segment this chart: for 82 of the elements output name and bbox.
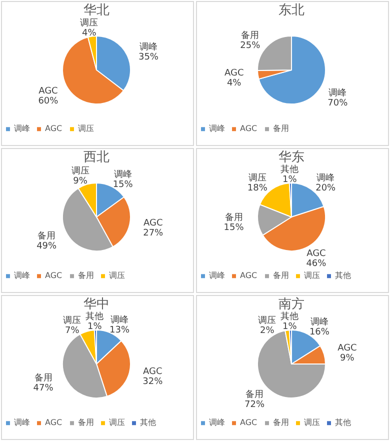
data-label: 32% (142, 376, 164, 387)
legend-label: 调峰 (209, 124, 225, 134)
slice-label: 调压 (258, 315, 276, 326)
pie-slice (258, 36, 326, 104)
data-label: 1% (282, 175, 298, 186)
slice-label: AGC (306, 248, 326, 259)
data-label: 70% (328, 98, 348, 109)
data-label: 4% (226, 78, 242, 88)
slice-label: AGC (143, 218, 163, 229)
data-label: 9% (73, 176, 88, 187)
data-label: 47% (33, 383, 54, 394)
legend-label: 备用 (273, 124, 289, 134)
data-label: 27% (143, 228, 164, 239)
slice-label: 调压 (63, 315, 82, 326)
data-label: 4% (82, 28, 97, 38)
legend-label: 调压 (78, 124, 94, 134)
slice-label: 备用 (34, 372, 52, 384)
slice-label: AGC (224, 68, 244, 78)
legend-label: 调峰 (14, 271, 30, 280)
legend-label: 备用 (78, 418, 94, 428)
data-label: 2% (260, 326, 275, 336)
data-label: 7% (65, 326, 80, 336)
data-label: 72% (244, 400, 265, 410)
legend-label: 调压 (304, 418, 320, 428)
legend-label: AGC (45, 418, 63, 428)
slice-label: AGC (38, 86, 58, 96)
data-label: 13% (110, 326, 130, 336)
legend-label: 调峰 (209, 418, 225, 428)
legend-label: 其他 (140, 418, 156, 428)
chart-title: 华中 (84, 297, 110, 312)
slice-label: 调压 (248, 172, 266, 184)
slice-label: 调峰 (328, 88, 347, 99)
slice-label: 备用 (38, 230, 56, 242)
legend-label: 调压 (109, 271, 125, 280)
legend-label: 调压 (304, 271, 320, 280)
legend-label: AGC (45, 124, 63, 134)
slice-label: 调峰 (114, 168, 132, 180)
slice-label: AGC (143, 366, 162, 377)
slice-label: 备用 (246, 388, 264, 400)
slice-label: 备用 (224, 212, 243, 224)
slice-label: 调峰 (310, 316, 328, 328)
data-label: 46% (306, 258, 327, 269)
data-label: 49% (36, 241, 58, 252)
legend-label: 调压 (109, 418, 125, 428)
data-label: 18% (247, 183, 268, 194)
data-label: 25% (240, 41, 261, 52)
legend-label: 调峰 (14, 418, 30, 428)
data-label: 16% (309, 327, 330, 338)
chart-title: 西北 (84, 150, 110, 165)
slice-label: AGC (338, 344, 357, 354)
data-label: 15% (112, 180, 134, 190)
chart-title: 东北 (278, 3, 304, 18)
legend-label: AGC (240, 418, 258, 428)
slice-label: 调压 (71, 166, 90, 177)
data-label: 60% (38, 96, 59, 106)
slice-label: 调峰 (316, 172, 335, 184)
slice-label: 调压 (80, 17, 98, 28)
data-label: 9% (340, 354, 355, 364)
legend-label: 其他 (335, 271, 351, 280)
chart-title: 华北 (84, 3, 110, 18)
legend-label: AGC (240, 271, 258, 280)
legend-label: AGC (45, 271, 63, 280)
slice-label: 其他 (280, 164, 299, 176)
slice-label: 其他 (280, 311, 299, 322)
legend-label: 备用 (273, 271, 289, 280)
legend-label: 备用 (78, 271, 94, 280)
data-label: 20% (316, 183, 336, 194)
legend-label: 备用 (273, 418, 289, 428)
data-label: 1% (88, 322, 102, 332)
legend-label: AGC (240, 124, 258, 134)
chart-title: 南方 (278, 296, 304, 312)
slice-label: 备用 (241, 30, 260, 42)
legend-label: 调峰 (14, 124, 30, 134)
data-label: 1% (282, 322, 298, 332)
slice-label: 调峰 (139, 41, 158, 52)
slice-label: 其他 (86, 311, 104, 322)
legend-label: 调峰 (209, 271, 225, 280)
chart-title: 华东 (278, 150, 304, 165)
legend-label: 其他 (335, 418, 351, 428)
data-label: 15% (224, 223, 244, 234)
data-label: 35% (138, 52, 159, 62)
slice-label: 调峰 (110, 314, 129, 326)
